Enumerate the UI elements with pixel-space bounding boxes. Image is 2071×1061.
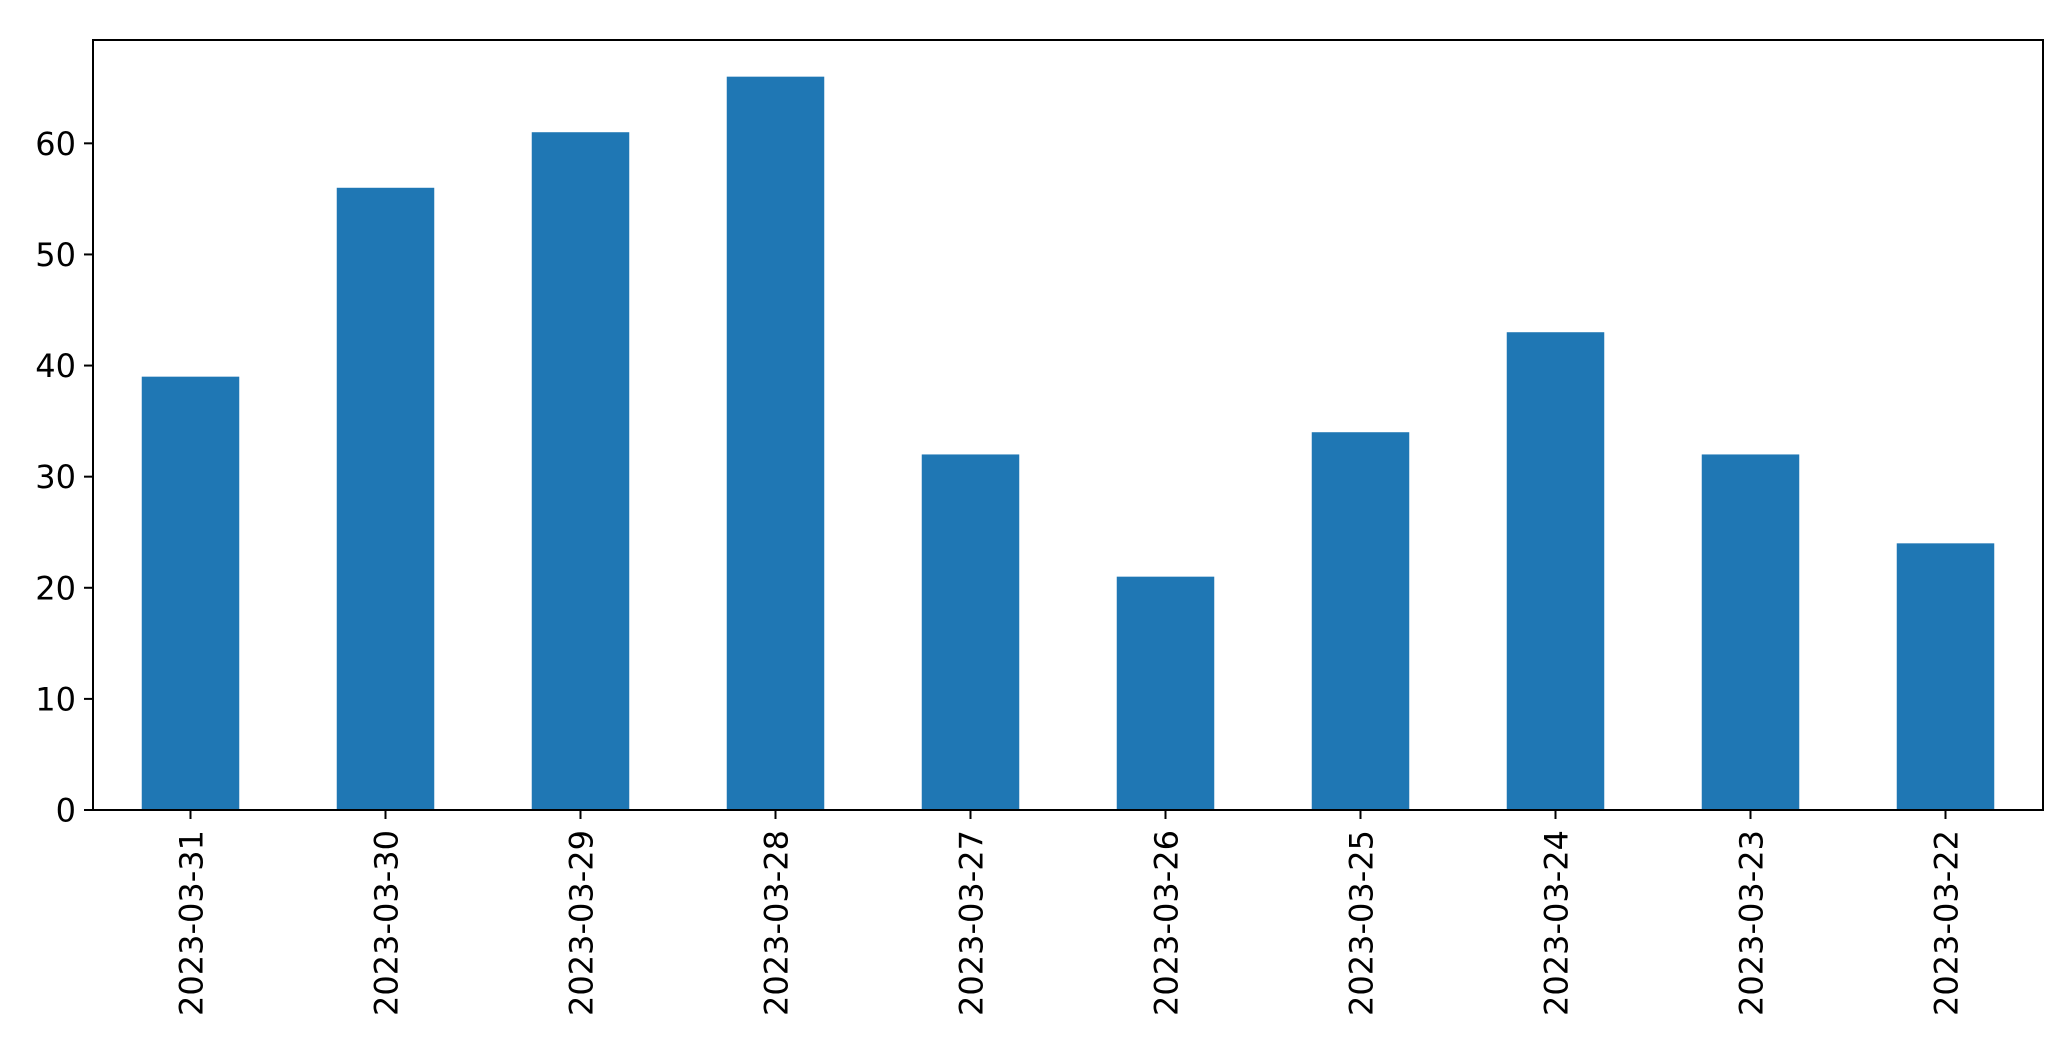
x-tick-label: 2023-03-24 — [1537, 830, 1575, 1016]
x-tick-label: 2023-03-22 — [1927, 830, 1965, 1016]
y-tick-label: 40 — [35, 347, 76, 385]
bar — [141, 376, 240, 810]
y-tick-label: 20 — [35, 569, 76, 607]
bar — [1896, 543, 1995, 810]
bar — [1116, 576, 1215, 810]
x-tick-label: 2023-03-26 — [1147, 830, 1185, 1016]
bar — [336, 187, 435, 810]
y-tick-label: 10 — [35, 680, 76, 718]
bar — [921, 454, 1020, 810]
x-tick-label: 2023-03-23 — [1732, 830, 1770, 1016]
x-tick-label: 2023-03-27 — [952, 830, 990, 1016]
bar — [1506, 332, 1605, 810]
bar — [531, 132, 630, 810]
bar — [726, 76, 825, 810]
x-tick-label: 2023-03-28 — [757, 830, 795, 1016]
x-tick-label: 2023-03-30 — [367, 830, 405, 1016]
axes-spines — [92, 39, 2044, 811]
x-tick-label: 2023-03-25 — [1342, 830, 1380, 1016]
y-tick-label: 30 — [35, 458, 76, 496]
y-tick-label: 60 — [35, 125, 76, 163]
y-tick-label: 0 — [56, 792, 76, 830]
x-tick-label: 2023-03-29 — [562, 830, 600, 1016]
bar — [1311, 432, 1410, 810]
bar — [1701, 454, 1800, 810]
x-tick-label: 2023-03-31 — [172, 830, 210, 1016]
y-tick-label: 50 — [35, 236, 76, 274]
